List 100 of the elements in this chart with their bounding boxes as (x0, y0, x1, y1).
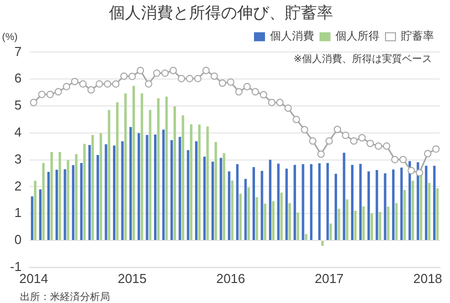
x-tick-label: 2016 (216, 270, 246, 286)
point (120, 72, 128, 80)
legend-label: 個人消費 (270, 30, 314, 43)
bar (416, 162, 420, 240)
bar (30, 196, 34, 240)
bar (285, 168, 288, 240)
point (235, 88, 243, 96)
bar (338, 208, 340, 240)
bar (42, 163, 45, 240)
bar (326, 163, 329, 240)
bar (58, 152, 62, 240)
bar (116, 102, 119, 240)
bar (64, 169, 66, 240)
chart-title: 個人消費と所得の伸び、貯蓄率 (109, 4, 333, 22)
point (391, 156, 399, 164)
bar (47, 172, 50, 240)
bar (362, 206, 365, 240)
bar (138, 133, 140, 240)
bar (121, 141, 124, 240)
bar (206, 126, 209, 240)
bar (228, 171, 230, 240)
bar (170, 140, 173, 240)
bar (354, 210, 357, 240)
bar (288, 203, 291, 240)
y-axis-title: (%) (2, 32, 18, 43)
bar (214, 142, 218, 240)
bar (280, 192, 283, 240)
text: 出所：米経済分析局 (20, 290, 110, 303)
bar (80, 163, 83, 240)
bar (96, 154, 100, 240)
bar (88, 145, 91, 240)
point (424, 150, 432, 158)
point (170, 66, 177, 74)
point (30, 98, 38, 106)
bar (56, 170, 58, 240)
bar (140, 93, 144, 240)
point (87, 86, 95, 94)
bar (195, 141, 198, 240)
point (226, 78, 234, 86)
bar (367, 171, 370, 240)
bar (146, 135, 148, 240)
point (276, 98, 284, 106)
x-tick-label: 2017 (314, 270, 344, 286)
point (71, 78, 78, 86)
point (153, 69, 160, 77)
point (309, 137, 316, 145)
bar (236, 164, 239, 240)
point (79, 80, 87, 88)
bar (268, 160, 272, 240)
bar (66, 160, 70, 240)
point (243, 82, 251, 90)
bar (220, 158, 222, 240)
y-tick-label: -1 (10, 258, 22, 274)
legend-label: 個人所得 (336, 30, 380, 43)
bar (392, 169, 395, 240)
point (96, 80, 104, 88)
bar (100, 133, 102, 240)
bar (50, 152, 53, 240)
bar (395, 203, 398, 240)
y-tick-label: 2 (14, 178, 22, 194)
bar (174, 106, 176, 240)
bar (182, 115, 184, 240)
bar (408, 161, 411, 240)
point (416, 169, 424, 176)
bar (91, 135, 94, 240)
legend-label: 貯蓄率 (401, 30, 434, 43)
point (366, 140, 374, 148)
point (334, 126, 342, 134)
bar (294, 164, 296, 240)
y-tick-label: 5 (14, 98, 22, 113)
bar (334, 174, 338, 240)
point (62, 82, 70, 90)
point (202, 66, 210, 74)
bar (424, 166, 428, 240)
bar (247, 188, 250, 240)
bar (165, 96, 168, 240)
bar (296, 212, 300, 240)
bar (318, 163, 321, 240)
y-tick-label: 6 (14, 70, 22, 86)
bar (403, 190, 406, 240)
bar (252, 167, 255, 240)
bar (178, 136, 182, 240)
point (382, 142, 390, 150)
bar (376, 170, 378, 240)
point (136, 66, 144, 74)
point (144, 80, 152, 88)
x-tick-label: 2018 (413, 270, 442, 286)
bar (132, 86, 135, 240)
bar (72, 165, 74, 240)
y-tick-label: 0 (14, 232, 22, 248)
bar (244, 178, 247, 240)
bar (190, 124, 192, 240)
point (46, 90, 54, 98)
bar (39, 189, 42, 240)
point (399, 156, 407, 164)
point (300, 126, 308, 134)
bar (186, 150, 190, 240)
bar (34, 180, 36, 240)
point (54, 88, 62, 96)
point (408, 166, 415, 174)
